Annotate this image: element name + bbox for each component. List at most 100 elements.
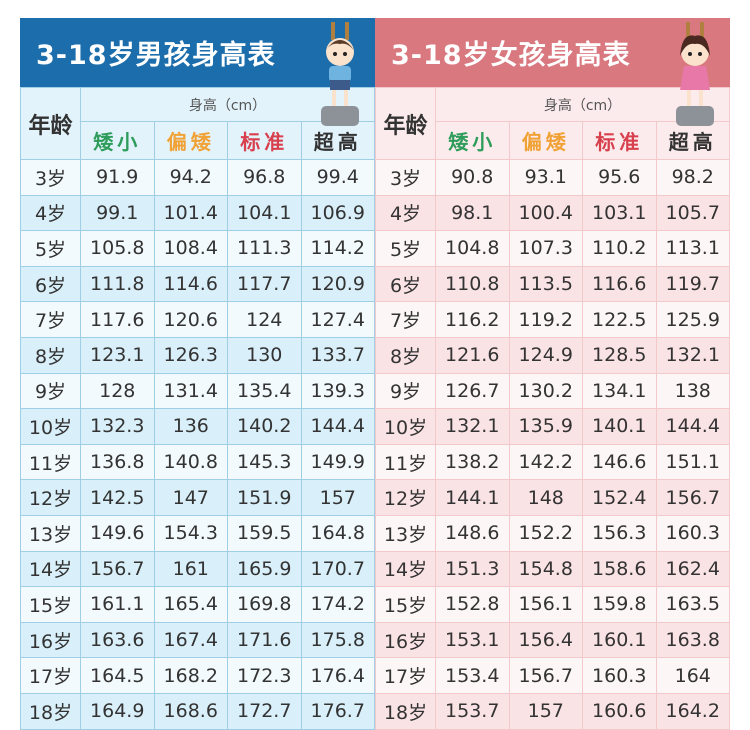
height-value-cell: 151.1 <box>655 443 730 481</box>
age-cell: 18岁 <box>375 692 436 730</box>
height-value-cell: 132.3 <box>80 408 155 445</box>
age-cell: 18岁 <box>20 692 81 730</box>
age-cell: 11岁 <box>20 443 81 481</box>
height-value-cell: 176.7 <box>300 692 375 730</box>
height-value-cell: 90.8 <box>435 159 510 196</box>
height-value-cell: 96.8 <box>227 159 302 196</box>
boys-table-header: 年龄 身高（cm） 矮小 偏矮 标准 超高 <box>20 87 375 160</box>
height-value-cell: 119.2 <box>508 301 583 338</box>
category-header: 超高 <box>655 121 730 160</box>
height-value-cell: 156.7 <box>655 479 730 516</box>
age-cell: 15岁 <box>375 586 436 623</box>
height-value-cell: 125.9 <box>655 301 730 338</box>
category-header-row: 矮小 偏矮 标准 超高 <box>21 121 375 160</box>
height-value-cell: 142.5 <box>80 479 155 516</box>
table-row: 9岁 128 131.4 135.4 139.3 <box>20 372 375 410</box>
age-cell: 7岁 <box>375 301 436 338</box>
height-value-cell: 126.3 <box>153 336 228 374</box>
height-value-cell: 154.3 <box>153 514 228 552</box>
height-value-cell: 93.1 <box>508 159 583 196</box>
category-header-row: 矮小 偏矮 标准 超高 <box>376 121 730 160</box>
age-cell: 13岁 <box>20 514 81 552</box>
table-row: 9岁 126.7 130.2 134.1 138 <box>375 372 730 410</box>
height-value-cell: 100.4 <box>508 194 583 232</box>
girls-title-text: 3-18岁女孩身高表 <box>391 40 631 71</box>
age-cell: 16岁 <box>20 621 81 659</box>
height-value-cell: 153.4 <box>435 657 510 694</box>
age-cell: 5岁 <box>375 230 436 267</box>
height-value-cell: 117.7 <box>227 265 302 303</box>
age-cell: 14岁 <box>20 550 81 588</box>
age-cell: 3岁 <box>20 159 81 196</box>
height-value-cell: 152.4 <box>582 479 657 516</box>
table-row: 15岁 152.8 156.1 159.8 163.5 <box>375 586 730 623</box>
height-value-cell: 116.2 <box>435 301 510 338</box>
height-value-cell: 157 <box>508 692 583 730</box>
height-value-cell: 98.1 <box>435 194 510 232</box>
height-value-cell: 133.7 <box>300 336 375 374</box>
height-value-cell: 98.2 <box>655 159 730 196</box>
height-value-cell: 163.8 <box>655 621 730 659</box>
table-row: 4岁 98.1 100.4 103.1 105.7 <box>375 194 730 232</box>
table-row: 14岁 151.3 154.8 158.6 162.4 <box>375 550 730 588</box>
height-value-cell: 160.6 <box>582 692 657 730</box>
table-row: 11岁 138.2 142.2 146.6 151.1 <box>375 443 730 481</box>
girls-height-table-panel: 3-18岁女孩身高表 年龄 身高（cm） 矮小 偏矮 标准 超高 3岁 90.8 93.1 95.… <box>375 18 730 730</box>
height-value-cell: 174.2 <box>300 586 375 623</box>
age-cell: 17岁 <box>375 657 436 694</box>
height-value-cell: 91.9 <box>80 159 155 196</box>
height-value-cell: 105.7 <box>655 194 730 232</box>
height-value-cell: 122.5 <box>582 301 657 338</box>
height-value-cell: 156.3 <box>582 514 657 552</box>
height-value-cell: 144.1 <box>435 479 510 516</box>
age-cell: 12岁 <box>375 479 436 516</box>
height-value-cell: 157 <box>300 479 375 516</box>
table-row: 3岁 91.9 94.2 96.8 99.4 <box>20 159 375 196</box>
height-value-cell: 128 <box>80 372 155 410</box>
height-value-cell: 165.9 <box>227 550 302 588</box>
height-value-cell: 121.6 <box>435 336 510 374</box>
height-value-cell: 136 <box>153 408 228 445</box>
age-cell: 13岁 <box>375 514 436 552</box>
category-header: 矮小 <box>435 121 510 160</box>
age-cell: 14岁 <box>375 550 436 588</box>
height-value-cell: 176.4 <box>300 657 375 694</box>
height-value-cell: 131.4 <box>153 372 228 410</box>
height-value-cell: 146.6 <box>582 443 657 481</box>
height-value-cell: 148.6 <box>435 514 510 552</box>
age-column-header: 年龄 <box>375 87 436 160</box>
age-cell: 12岁 <box>20 479 81 516</box>
height-value-cell: 172.3 <box>227 657 302 694</box>
height-value-cell: 135.9 <box>508 408 583 445</box>
height-value-cell: 123.1 <box>80 336 155 374</box>
height-value-cell: 164 <box>655 657 730 694</box>
age-cell: 9岁 <box>20 372 81 410</box>
height-value-cell: 156.1 <box>508 586 583 623</box>
height-value-cell: 134.1 <box>582 372 657 410</box>
category-header: 矮小 <box>80 121 155 160</box>
girls-table-title: 3-18岁女孩身高表 <box>375 18 730 126</box>
height-value-cell: 163.5 <box>655 586 730 623</box>
height-value-cell: 126.7 <box>435 372 510 410</box>
table-row: 11岁 136.8 140.8 145.3 149.9 <box>20 443 375 481</box>
height-value-cell: 124.9 <box>508 336 583 374</box>
age-cell: 9岁 <box>375 372 436 410</box>
table-row: 13岁 148.6 152.2 156.3 160.3 <box>375 514 730 552</box>
category-header: 标准 <box>227 121 302 160</box>
height-value-cell: 168.2 <box>153 657 228 694</box>
table-row: 4岁 99.1 101.4 104.1 106.9 <box>20 194 375 232</box>
height-value-cell: 111.8 <box>80 265 155 303</box>
table-row: 13岁 149.6 154.3 159.5 164.8 <box>20 514 375 552</box>
height-value-cell: 140.2 <box>227 408 302 445</box>
height-value-cell: 105.8 <box>80 230 155 267</box>
height-value-cell: 164.9 <box>80 692 155 730</box>
age-cell: 3岁 <box>375 159 436 196</box>
height-value-cell: 159.5 <box>227 514 302 552</box>
height-value-cell: 169.8 <box>227 586 302 623</box>
height-value-cell: 107.3 <box>508 230 583 267</box>
height-value-cell: 167.4 <box>153 621 228 659</box>
table-row: 3岁 90.8 93.1 95.6 98.2 <box>375 159 730 196</box>
height-value-cell: 170.7 <box>300 550 375 588</box>
table-row: 6岁 110.8 113.5 116.6 119.7 <box>375 265 730 303</box>
table-row: 17岁 164.5 168.2 172.3 176.4 <box>20 657 375 694</box>
